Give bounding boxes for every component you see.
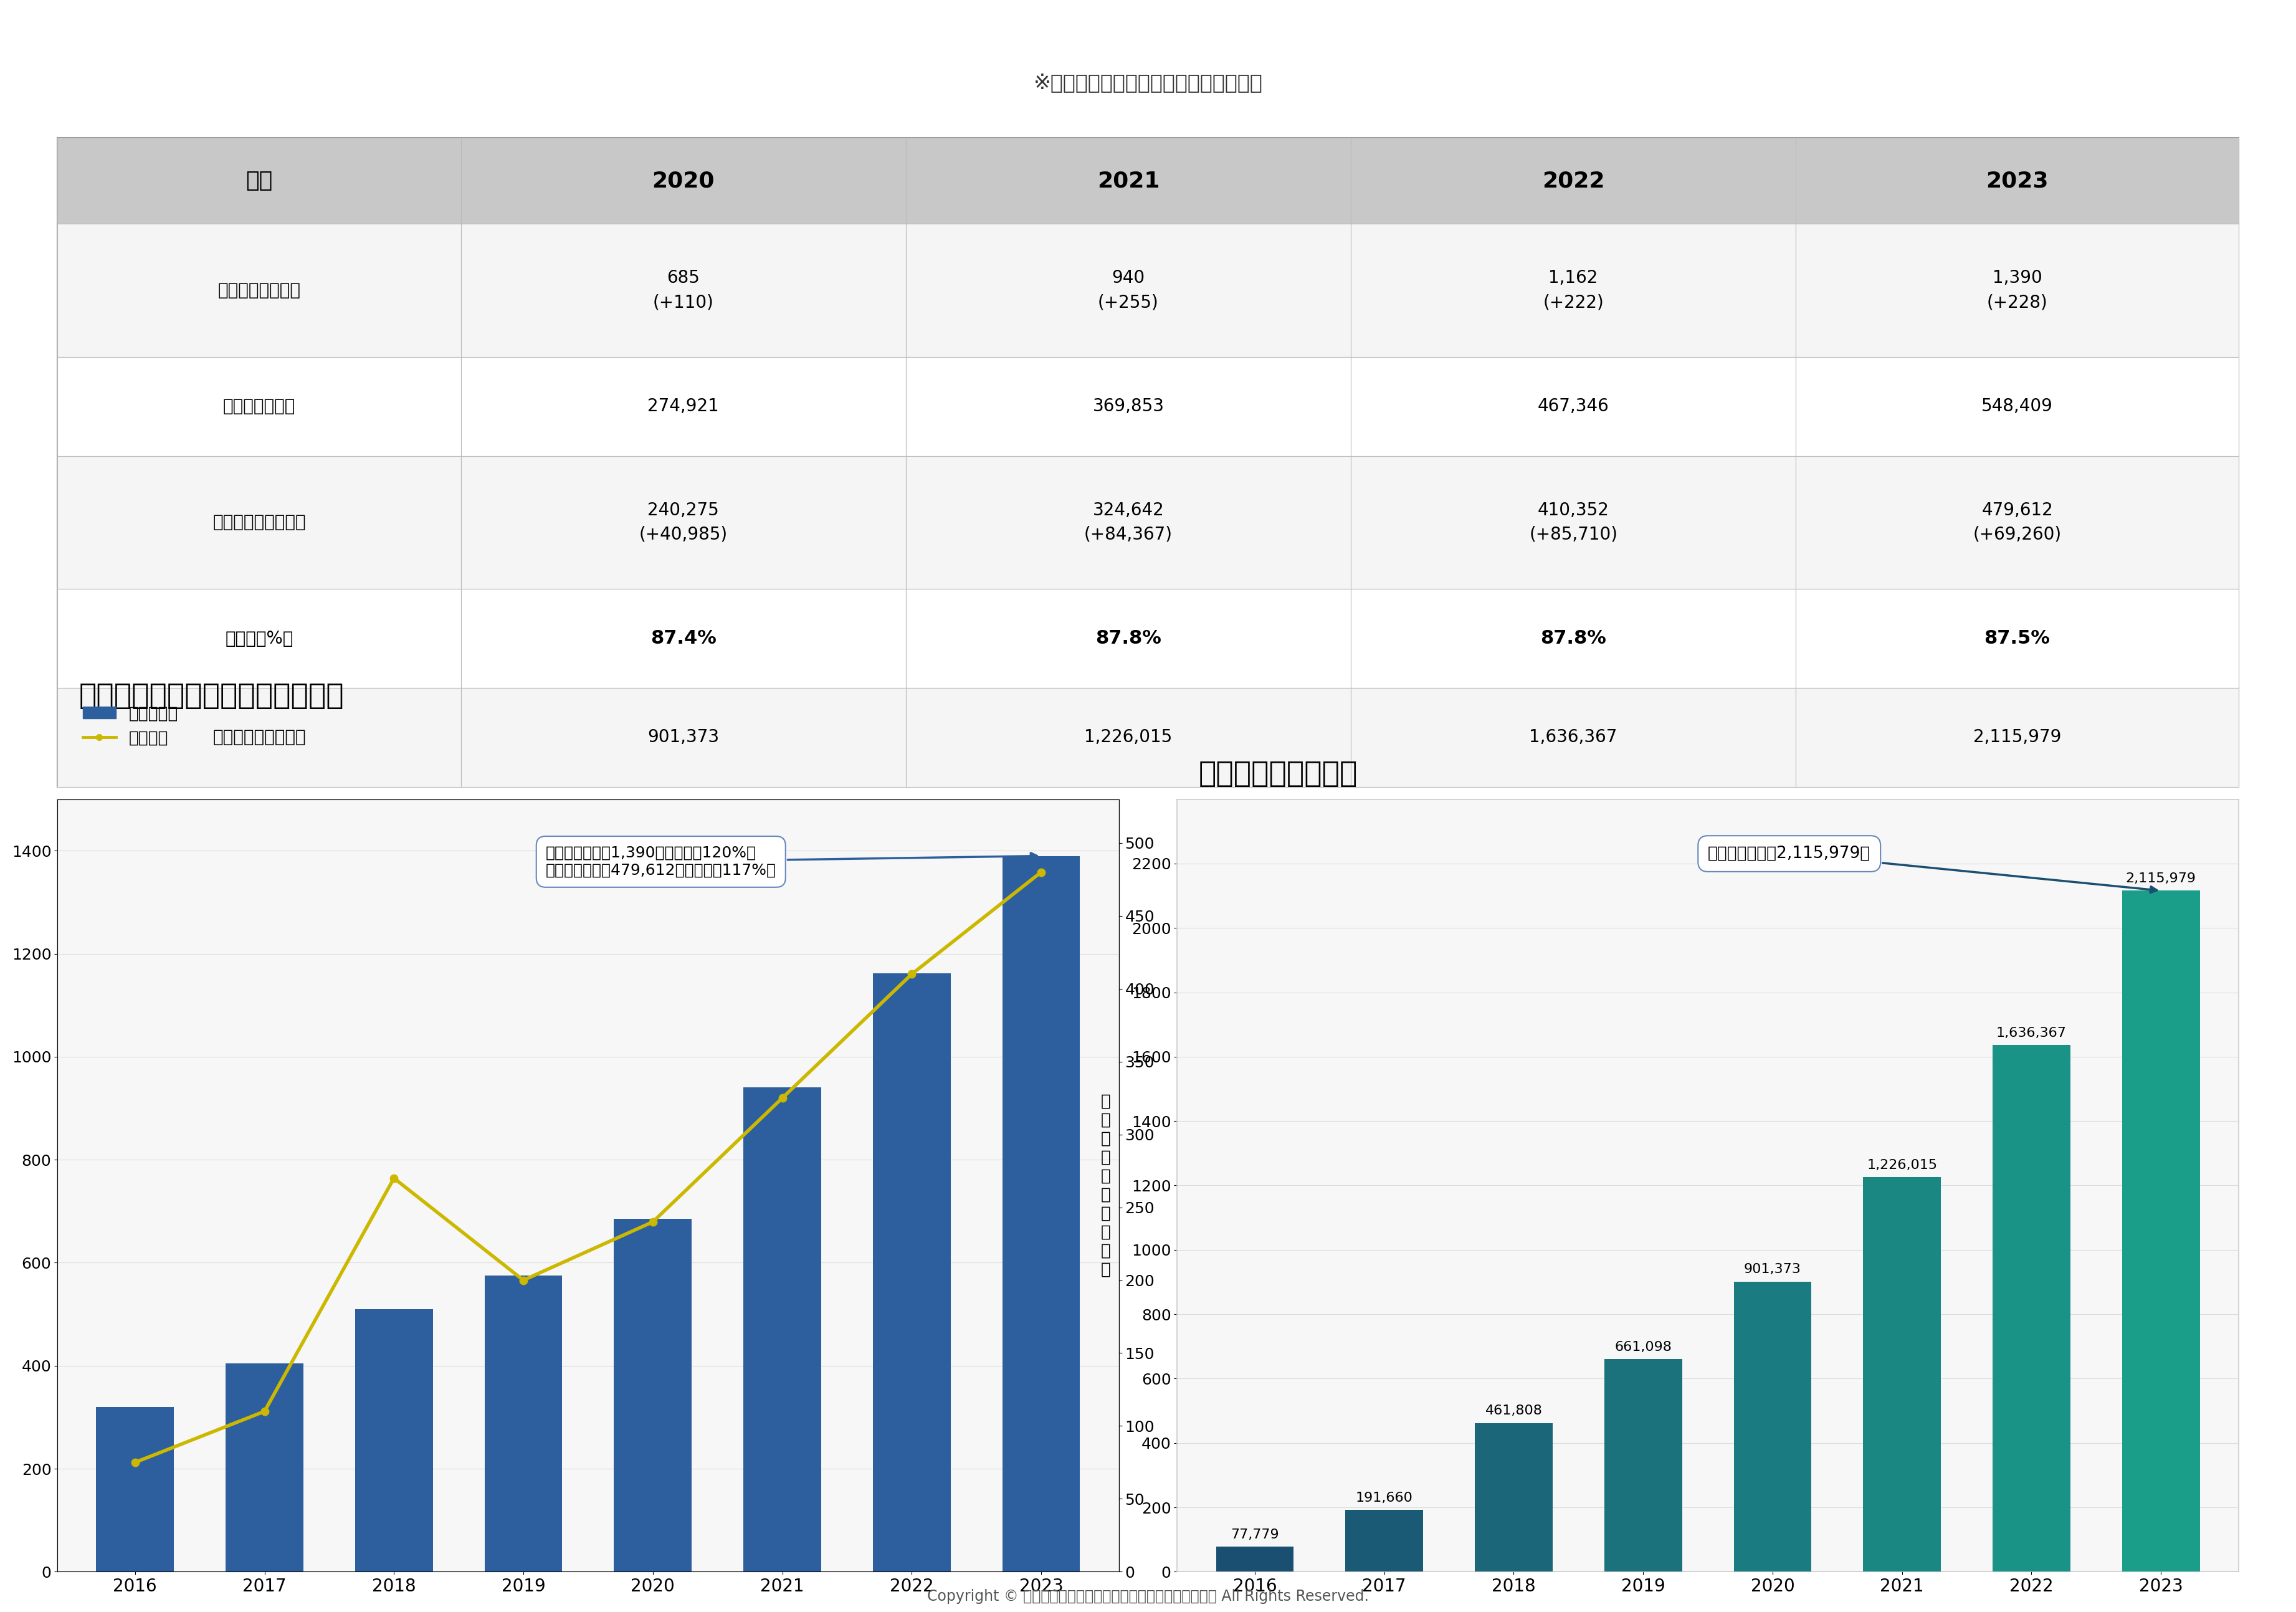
Text: 548,409: 548,409 xyxy=(1981,398,2053,416)
FancyBboxPatch shape xyxy=(1795,356,2239,456)
Bar xyxy=(744,1088,822,1572)
Text: 191,660: 191,660 xyxy=(1355,1491,1412,1504)
Text: 274,921: 274,921 xyxy=(647,398,719,416)
FancyBboxPatch shape xyxy=(1350,588,1795,688)
FancyBboxPatch shape xyxy=(1350,688,1795,787)
FancyBboxPatch shape xyxy=(1795,137,2239,224)
Text: 2020: 2020 xyxy=(652,171,714,192)
FancyBboxPatch shape xyxy=(907,224,1350,356)
FancyBboxPatch shape xyxy=(461,588,907,688)
FancyBboxPatch shape xyxy=(461,137,907,224)
Bar xyxy=(1003,856,1079,1572)
Text: 940
(+255): 940 (+255) xyxy=(1097,269,1159,311)
Bar xyxy=(613,1219,691,1572)
FancyBboxPatch shape xyxy=(907,588,1350,688)
Text: 410,352
(+85,710): 410,352 (+85,710) xyxy=(1529,501,1619,543)
Text: 77,779: 77,779 xyxy=(1231,1528,1279,1541)
Text: 901,373: 901,373 xyxy=(647,729,719,746)
Text: 実施企業数（社）: 実施企業数（社） xyxy=(218,282,301,300)
Y-axis label: 累
計
受
検
者
数
（
千
人
）: 累 計 受 検 者 数 （ 千 人 ） xyxy=(1100,1093,1111,1278)
Text: 2022: 2022 xyxy=(1543,171,1605,192)
Text: 累計受検者数（人）: 累計受検者数（人） xyxy=(214,729,305,746)
Text: 685
(+110): 685 (+110) xyxy=(652,269,714,311)
FancyBboxPatch shape xyxy=(57,456,461,588)
Text: 479,612
(+69,260): 479,612 (+69,260) xyxy=(1972,501,2062,543)
Bar xyxy=(356,1309,432,1572)
Text: 年度: 年度 xyxy=(246,171,273,192)
Text: 87.5%: 87.5% xyxy=(1984,629,2050,648)
Text: 有効受検者数（人）: 有効受検者数（人） xyxy=(214,514,305,530)
Text: 87.4%: 87.4% xyxy=(650,629,716,648)
Text: 467,346: 467,346 xyxy=(1538,398,1609,416)
Bar xyxy=(1993,1045,2071,1572)
Text: 1,390
(+228): 1,390 (+228) xyxy=(1986,269,2048,311)
FancyBboxPatch shape xyxy=(1350,224,1795,356)
FancyBboxPatch shape xyxy=(1795,688,2239,787)
Text: 1,162
(+222): 1,162 (+222) xyxy=(1543,269,1605,311)
Text: 累計受検者数の推移: 累計受検者数の推移 xyxy=(1199,761,1357,788)
Bar xyxy=(1474,1423,1552,1572)
Text: 受検率（%）: 受検率（%） xyxy=(225,630,294,646)
Bar xyxy=(1217,1546,1293,1572)
Bar xyxy=(1605,1359,1683,1572)
FancyBboxPatch shape xyxy=(1795,456,2239,588)
Bar xyxy=(225,1364,303,1572)
FancyBboxPatch shape xyxy=(461,356,907,456)
Text: 1,636,367: 1,636,367 xyxy=(1995,1027,2066,1040)
Bar xyxy=(872,974,951,1572)
Text: 対象者数（人）: 対象者数（人） xyxy=(223,398,296,416)
FancyBboxPatch shape xyxy=(461,456,907,588)
Text: 1,636,367: 1,636,367 xyxy=(1529,729,1616,746)
Bar xyxy=(1345,1510,1424,1572)
Text: 324,642
(+84,367): 324,642 (+84,367) xyxy=(1084,501,1173,543)
FancyBboxPatch shape xyxy=(907,688,1350,787)
FancyBboxPatch shape xyxy=(907,137,1350,224)
FancyBboxPatch shape xyxy=(461,688,907,787)
FancyBboxPatch shape xyxy=(907,456,1350,588)
FancyBboxPatch shape xyxy=(57,137,2239,787)
FancyBboxPatch shape xyxy=(907,356,1350,456)
FancyBboxPatch shape xyxy=(57,137,461,224)
Text: 87.8%: 87.8% xyxy=(1095,629,1162,648)
Y-axis label: 有
効
受
検
者
数
（
千
人
）: 有 効 受 検 者 数 （ 千 人 ） xyxy=(1178,1093,1187,1278)
Bar xyxy=(1733,1282,1812,1572)
Text: ※クリックすると詳細ページに飛びます: ※クリックすると詳細ページに飛びます xyxy=(1033,73,1263,93)
FancyBboxPatch shape xyxy=(57,224,461,356)
Text: 87.8%: 87.8% xyxy=(1541,629,1607,648)
FancyBboxPatch shape xyxy=(1795,224,2239,356)
Bar xyxy=(2122,891,2200,1572)
Text: 累計受検者数：2,115,979人: 累計受検者数：2,115,979人 xyxy=(1708,846,2156,893)
Text: 1,226,015: 1,226,015 xyxy=(1084,729,1173,746)
FancyBboxPatch shape xyxy=(1350,137,1795,224)
Text: 1,226,015: 1,226,015 xyxy=(1867,1159,1938,1172)
Text: 661,098: 661,098 xyxy=(1614,1341,1671,1352)
FancyBboxPatch shape xyxy=(1350,456,1795,588)
FancyBboxPatch shape xyxy=(57,356,461,456)
Text: 240,275
(+40,985): 240,275 (+40,985) xyxy=(638,501,728,543)
Text: 2,115,979: 2,115,979 xyxy=(1972,729,2062,746)
Bar xyxy=(1864,1177,1940,1572)
Text: 2023: 2023 xyxy=(1986,171,2048,192)
Text: 実施企業数：　1,390社（前年比120%）
有効受検者数：479,612人（前年比117%）: 実施企業数： 1,390社（前年比120%） 有効受検者数：479,612人（前… xyxy=(546,846,1038,879)
Text: Copyright © ストレスチェック研究所｜ドクタートラスト運営 All Rights Reserved.: Copyright © ストレスチェック研究所｜ドクタートラスト運営 All R… xyxy=(928,1589,1368,1604)
Text: 901,373: 901,373 xyxy=(1745,1264,1802,1275)
Text: 369,853: 369,853 xyxy=(1093,398,1164,416)
Text: 2021: 2021 xyxy=(1097,171,1159,192)
FancyBboxPatch shape xyxy=(1795,588,2239,688)
FancyBboxPatch shape xyxy=(57,588,461,688)
FancyBboxPatch shape xyxy=(461,224,907,356)
FancyBboxPatch shape xyxy=(57,688,461,787)
Text: 2,115,979: 2,115,979 xyxy=(2126,872,2197,885)
Text: 実施企業数・有効受検者数の推移: 実施企業数・有効受検者数の推移 xyxy=(78,682,344,711)
FancyBboxPatch shape xyxy=(1350,356,1795,456)
Text: 461,808: 461,808 xyxy=(1486,1404,1543,1417)
Bar xyxy=(484,1275,563,1572)
Legend: 実施企業数, 受検者数: 実施企業数, 受検者数 xyxy=(76,700,186,753)
Bar xyxy=(96,1407,174,1572)
